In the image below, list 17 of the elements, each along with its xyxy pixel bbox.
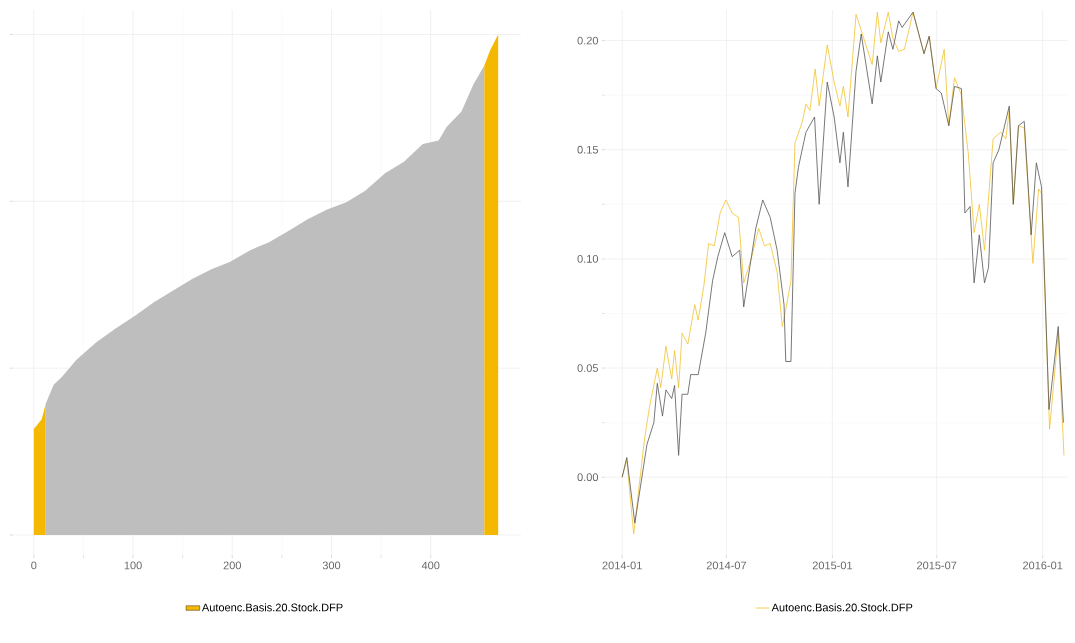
y-tick-label: 0.20 xyxy=(577,36,599,45)
y-tick-label: 0.00 xyxy=(577,473,599,482)
x-tick-label: 200 xyxy=(223,561,241,570)
x-tick-label: 0 xyxy=(31,561,37,570)
legend-label: Autoenc.Basis.20.Stock.DFP xyxy=(201,603,343,612)
y-tick-label: 0.05 xyxy=(577,364,598,372)
legend-label: Autoenc.Basis.20.Stock.DFP xyxy=(771,603,913,612)
x-tick-label: 100 xyxy=(124,561,142,570)
x-tick-label: 400 xyxy=(421,561,440,570)
x-tick-label: 2014-07 xyxy=(706,561,747,570)
x-tick-label: 2015-01 xyxy=(812,561,853,570)
x-tick-label: 300 xyxy=(322,561,341,570)
x-tick-label: 2014-01 xyxy=(602,561,642,570)
y-tick-label: 0.15 xyxy=(577,145,598,154)
y-tick-label: 0.10 xyxy=(577,255,599,263)
x-tick-label: 2015-07 xyxy=(917,561,957,570)
x-tick-label: 2016-01 xyxy=(1023,561,1063,570)
